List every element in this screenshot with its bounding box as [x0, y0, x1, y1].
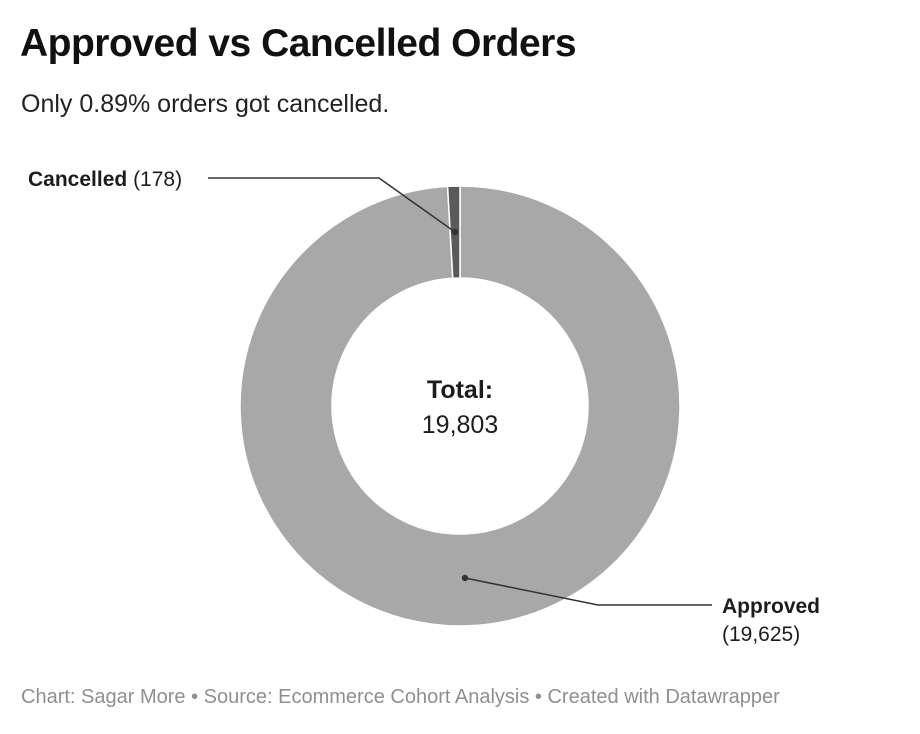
slice-label-approved-value: (19,625)	[722, 623, 800, 646]
donut-chart: Total: 19,803 Cancelled (178) Approved (…	[28, 168, 820, 646]
slice-label-cancelled-value: (178)	[133, 168, 182, 191]
leader-line-approved	[464, 577, 712, 606]
leader-dot-cancelled	[451, 228, 459, 236]
chart-subtitle: Only 0.89% orders got cancelled.	[21, 90, 390, 118]
slice-label-cancelled: Cancelled (178)	[28, 168, 182, 191]
leader-dot-approved	[461, 574, 469, 582]
leader-line-cancelled	[208, 177, 456, 233]
chart-title: Approved vs Cancelled Orders	[20, 22, 577, 65]
footer-separator: •	[191, 686, 199, 708]
footer-separator: •	[534, 686, 542, 708]
footer-created-with: Created with Datawrapper	[547, 686, 780, 708]
center-total-value: 19,803	[422, 411, 498, 439]
slice-label-cancelled-name: Cancelled	[28, 168, 127, 191]
footer-source: Source: Ecommerce Cohort Analysis	[203, 686, 530, 708]
slice-approved	[239, 185, 681, 627]
slice-label-approved-name: Approved	[722, 595, 820, 618]
chart-footer: Chart: Sagar More • Source: Ecommerce Co…	[21, 686, 780, 709]
footer-chart-credit: Chart: Sagar More	[21, 686, 186, 708]
center-total-label: Total:	[427, 376, 493, 404]
